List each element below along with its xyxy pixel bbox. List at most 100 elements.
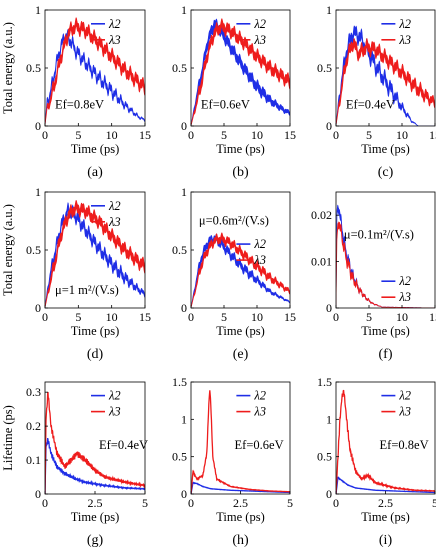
x-axis-label: Time (ps) [361, 510, 410, 524]
y-tick-label: 0 [35, 119, 41, 133]
plot-area [45, 391, 145, 494]
panel-annotation: Ef=0.8eV [55, 98, 104, 112]
series-line-lambda3 [191, 390, 290, 494]
series-band-lambda2 [191, 233, 290, 308]
legend-label-lambda3: λ3 [398, 290, 411, 304]
panel-label: (b) [232, 165, 249, 180]
x-tick-label: 5 [366, 128, 372, 142]
plot-area [336, 25, 435, 126]
legend-label-lambda3: λ3 [398, 405, 411, 419]
panel-annotation: Ef=0.6eV [235, 438, 284, 452]
x-axis-label: Time (ps) [361, 142, 410, 156]
x-tick-label: 0 [42, 310, 48, 324]
series-band-lambda3 [336, 221, 435, 308]
y-tick-label: 0 [35, 301, 41, 315]
y-tick-label: 0.01 [311, 255, 332, 269]
x-tick-label: 0 [188, 310, 194, 324]
y-tick-label: 1 [181, 185, 187, 199]
y-axis-label: Total energy (a.u.) [1, 22, 15, 114]
panel-label: (f) [379, 347, 393, 362]
plot-area [336, 204, 435, 308]
y-tick-label: 1 [326, 3, 332, 17]
series-line-lambda2 [336, 476, 435, 494]
y-tick-label: 1 [181, 3, 187, 17]
x-axis-label: Time (ps) [216, 510, 265, 524]
panel-annotation: Ef=0.4eV [99, 438, 148, 452]
plot-area [191, 390, 290, 494]
x-axis-label: Time (ps) [216, 324, 265, 338]
legend-label-lambda2: λ2 [398, 389, 411, 403]
y-tick-label: 0.5 [172, 61, 187, 75]
panel-g: 0 2.5 5 0 0.1 0.2 0.3 Time (ps) (g) Lifetime (ps)… [1, 381, 148, 548]
panel-a: 0 5 10 15 0 0.5 1 Time (ps) (a) Total energy (a.u… [1, 3, 151, 180]
legend-label-lambda3: λ3 [253, 405, 266, 419]
x-tick-label: 5 [221, 128, 227, 142]
series-line-lambda2 [45, 437, 145, 494]
y-tick-label: 1 [35, 185, 41, 199]
panel-annotation: Ef=0.6eV [201, 98, 250, 112]
legend-label-lambda2: λ2 [253, 237, 266, 251]
x-tick-label: 0 [333, 310, 339, 324]
y-tick-label: 0 [181, 301, 187, 315]
legend-label-lambda3: λ3 [253, 253, 266, 267]
axes-frame [335, 191, 436, 309]
legend-label-lambda3: λ3 [108, 215, 121, 229]
panel-label: (h) [232, 533, 249, 548]
y-tick-label: 0.5 [317, 61, 332, 75]
x-tick-label: 2.5 [378, 496, 393, 510]
x-tick-label: 5 [366, 310, 372, 324]
plot-area [191, 232, 290, 308]
x-tick-label: 15 [139, 128, 151, 142]
y-tick-label: 0 [326, 487, 332, 501]
series-line-lambda2 [191, 481, 290, 494]
x-axis-label: Time (ps) [216, 142, 265, 156]
legend-label-lambda2: λ2 [398, 17, 411, 31]
panel-annotation: Ef=0.4eV [346, 98, 395, 112]
x-axis-label: Time (ps) [71, 142, 120, 156]
y-tick-label: 0 [35, 487, 41, 501]
y-tick-label: 0.02 [311, 208, 332, 222]
panel-label: (c) [378, 165, 394, 180]
panel-label: (e) [233, 347, 249, 362]
panel-annotation: μ=1 m²/(V.s) [55, 283, 119, 297]
y-tick-label: 0.5 [317, 450, 332, 464]
panel-annotation: Ef=0.8eV [380, 438, 429, 452]
y-tick-label: 0 [181, 487, 187, 501]
x-axis-label: Time (ps) [361, 324, 410, 338]
y-tick-label: 0.1 [26, 453, 41, 467]
x-tick-label: 10 [396, 128, 408, 142]
x-tick-label: 0 [333, 496, 339, 510]
x-tick-label: 0 [188, 496, 194, 510]
x-tick-label: 0 [333, 128, 339, 142]
x-tick-label: 0 [42, 128, 48, 142]
x-tick-label: 15 [284, 310, 296, 324]
legend-label-lambda2: λ2 [253, 17, 266, 31]
legend-label-lambda2: λ2 [253, 389, 266, 403]
plot-area [45, 200, 145, 308]
series-band-lambda3 [191, 232, 290, 308]
series-band-lambda2 [45, 202, 145, 308]
y-tick-label: 1 [326, 412, 332, 426]
y-tick-label: 1 [35, 3, 41, 17]
legend-label-lambda3: λ3 [398, 33, 411, 47]
panel-d: 0 5 10 15 0 0.5 1 Time (ps) (d) Total energy (a.u… [1, 185, 151, 362]
panel-label: (g) [87, 533, 104, 548]
x-tick-label: 10 [106, 310, 118, 324]
x-tick-label: 15 [429, 128, 436, 142]
y-tick-label: 0 [181, 119, 187, 133]
y-tick-label: 1.5 [317, 375, 332, 389]
y-tick-label: 0.3 [26, 385, 41, 399]
series-band-lambda2 [45, 28, 145, 126]
x-tick-label: 5 [432, 496, 436, 510]
legend-label-lambda3: λ3 [253, 33, 266, 47]
legend-label-lambda2: λ2 [398, 274, 411, 288]
panel-f: 0 5 10 15 0 0.01 0.02 Time (ps) (f) μ=0.1m²/(V.s)… [311, 191, 436, 362]
